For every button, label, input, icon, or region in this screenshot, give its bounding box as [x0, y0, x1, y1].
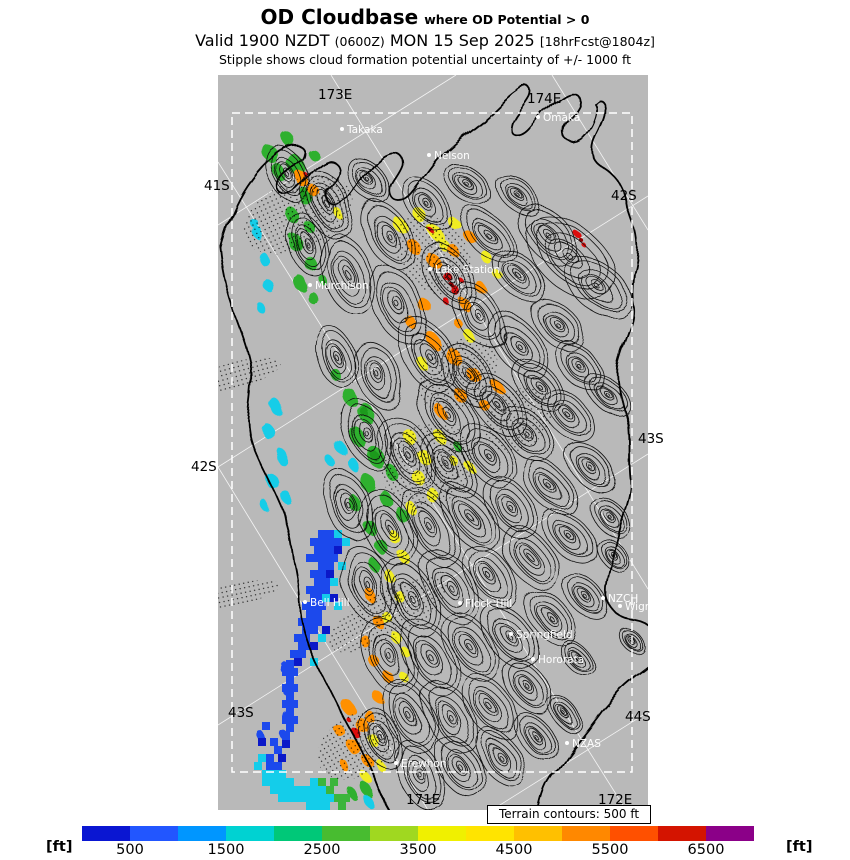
terrain-contour-legend: Terrain contours: 500 ft: [487, 805, 651, 824]
title-qualifier: where OD Potential > 0: [424, 12, 590, 27]
stipple-uncertainty: [218, 175, 553, 780]
colorbar-tick: 4500: [495, 842, 533, 858]
forecast-tag: [18hrFcst@1804z]: [539, 34, 655, 49]
colorbar-segment: [82, 826, 130, 841]
valid-utc: (0600Z): [334, 34, 385, 49]
map-graphic: [218, 75, 648, 810]
colorbar-tick: 500: [116, 842, 144, 858]
stipple-note: Stipple shows cloud formation potential …: [218, 52, 632, 67]
header: OD Cloudbase where OD Potential > 0 Valid…: [0, 5, 850, 68]
map-area: [218, 75, 648, 810]
colorbar-segment: [322, 826, 370, 841]
valid-prefix: Valid 1900 NZDT: [195, 31, 330, 50]
colorbar: [82, 826, 754, 841]
colorbar-segment: [418, 826, 466, 841]
page-title: OD Cloudbase: [260, 5, 419, 29]
colorbar-segment: [610, 826, 658, 841]
colorbar-segment: [130, 826, 178, 841]
colorbar-segment: [706, 826, 754, 841]
model-domain-border: [231, 112, 633, 773]
colorbar-tick: 6500: [687, 842, 725, 858]
colorbar-unit-left: [ft]: [46, 839, 73, 855]
lat-label: 42S: [191, 459, 217, 475]
title-line: OD Cloudbase where OD Potential > 0: [0, 5, 850, 30]
colorbar-tick: 5500: [591, 842, 629, 858]
colorbar-segment: [274, 826, 322, 841]
colorbar-segment: [226, 826, 274, 841]
valid-date: MON 15 Sep 2025: [389, 31, 535, 50]
colorbar-segment: [370, 826, 418, 841]
colorbar-segment: [658, 826, 706, 841]
valid-line: Valid 1900 NZDT (0600Z) MON 15 Sep 2025 …: [0, 31, 850, 51]
colorbar-segment: [466, 826, 514, 841]
cloudbase-grid-cells: [254, 530, 350, 810]
colorbar-unit-right: [ft]: [786, 839, 813, 855]
colorbar-tick: 3500: [399, 842, 437, 858]
colorbar-tick: 2500: [303, 842, 341, 858]
colorbar-tick: 1500: [207, 842, 245, 858]
colorbar-segment: [178, 826, 226, 841]
colorbar-segment: [514, 826, 562, 841]
colorbar-segment: [562, 826, 610, 841]
colorbar-ticks: 500 1500 2500 3500 4500 5500 6500: [82, 842, 754, 859]
